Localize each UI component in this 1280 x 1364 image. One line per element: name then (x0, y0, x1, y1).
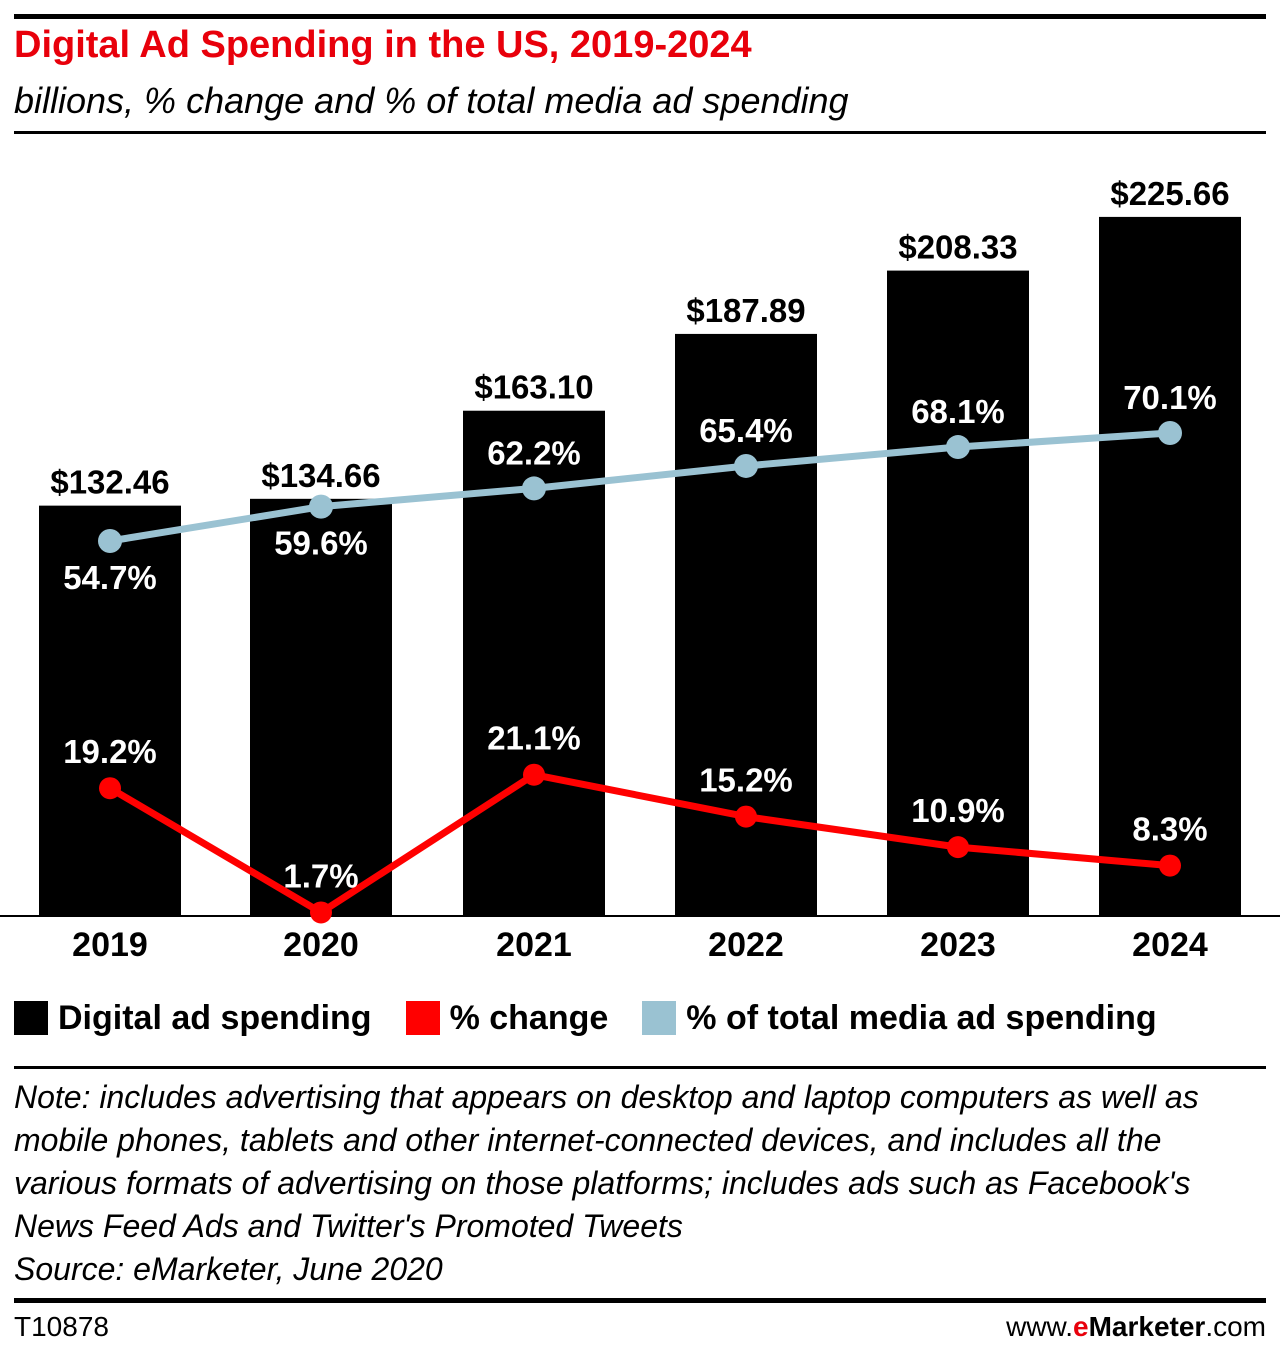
percent-change-label-2022: 15.2% (699, 762, 793, 799)
chart-title: Digital Ad Spending in the US, 2019-2024 (14, 24, 752, 66)
bars-layer (39, 216, 1241, 917)
site-prefix: www. (1006, 1311, 1073, 1342)
site-suffix: .com (1205, 1311, 1266, 1342)
x-tick-label-2022: 2022 (708, 926, 784, 964)
lines-layer (98, 420, 1182, 924)
percent-total-media-point-2020 (309, 494, 333, 519)
percent-total-media-point-2024 (1158, 420, 1182, 445)
percent-change-point-2020 (310, 901, 332, 924)
percent-change-label-2019: 19.2% (63, 733, 157, 770)
percent-change-point-2021 (523, 763, 545, 786)
site-url[interactable]: www.eMarketer.com (1006, 1311, 1266, 1343)
percent-total-media-label-2020: 59.6% (274, 525, 368, 562)
footnote: Note: includes advertising that appears … (14, 1076, 1269, 1291)
labels-layer: $132.46 $134.66 $163.10 $187.89 $208.33 $225.… (50, 175, 1229, 895)
legend-swatch-percent-total-media (642, 1001, 677, 1035)
bar-value-label-2019: $132.46 (50, 464, 169, 501)
percent-change-point-2022 (735, 805, 757, 828)
bar-value-label-2023: $208.33 (898, 229, 1017, 266)
legend-rule (14, 1066, 1266, 1069)
percent-total-media-label-2024: 70.1% (1123, 379, 1217, 416)
bar-value-label-2020: $134.66 (261, 457, 380, 494)
footer-rule (14, 1298, 1266, 1303)
bar-2019 (39, 505, 181, 916)
legend: Digital ad spending % change % of total … (14, 996, 1191, 1040)
legend-label-percent-change: % change (449, 998, 609, 1037)
bar-2020 (250, 498, 392, 916)
chart-subtitle: billions, % change and % of total media … (14, 80, 849, 121)
x-tick-label-2024: 2024 (1132, 926, 1208, 964)
legend-swatch-percent-change (405, 1001, 440, 1035)
percent-total-media-label-2023: 68.1% (911, 393, 1005, 430)
bar-value-label-2021: $163.10 (474, 369, 593, 406)
source-text: Source: eMarketer, June 2020 (14, 1251, 443, 1287)
percent-change-point-2024 (1159, 854, 1181, 877)
bar-value-label-2024: $225.66 (1110, 175, 1229, 212)
percent-total-media-label-2022: 65.4% (699, 412, 793, 449)
percent-total-media-point-2022 (734, 453, 758, 478)
top-rule (14, 14, 1266, 19)
chart-area: $132.46 $134.66 $163.10 $187.89 $208.33 $225.… (0, 175, 1280, 964)
legend-item-percent-change: % change (405, 998, 609, 1038)
note-text: Note: includes advertising that appears … (14, 1079, 1199, 1244)
bar-2023 (887, 270, 1029, 917)
percent-change-label-2024: 8.3% (1132, 811, 1207, 848)
x-tick-label-2023: 2023 (920, 926, 996, 964)
legend-swatch-digital-ad-spending (14, 1001, 48, 1035)
percent-change-line (108, 771, 1171, 916)
percent-total-media-line (109, 429, 1171, 545)
x-tick-label-2021: 2021 (496, 926, 572, 964)
percent-change-label-2023: 10.9% (911, 792, 1005, 829)
x-tick-label-2020: 2020 (283, 926, 359, 964)
percent-change-label-2020: 1.7% (283, 857, 358, 894)
percent-total-media-point-2019 (98, 529, 122, 553)
x-tick-label-2019: 2019 (72, 926, 148, 964)
percent-change-point-2023 (947, 836, 969, 859)
legend-label-digital-ad-spending: Digital ad spending (58, 998, 372, 1037)
percent-total-media-label-2019: 54.7% (63, 559, 157, 596)
chart-id: T10878 (14, 1311, 109, 1342)
bar-value-label-2022: $187.89 (686, 292, 805, 329)
site-brand-rest: Marketer (1088, 1311, 1206, 1342)
percent-total-media-point-2023 (946, 435, 970, 460)
bar-2024 (1099, 216, 1241, 916)
percent-change-point-2019 (99, 777, 121, 800)
legend-item-percent-total-media: % of total media ad spending (642, 998, 1157, 1038)
header-rule (14, 131, 1266, 134)
percent-total-media-label-2021: 62.2% (487, 434, 581, 471)
legend-label-percent-total-media: % of total media ad spending (686, 998, 1157, 1037)
x-axis-ticks: 2019 2020 2021 2022 2023 2024 (72, 926, 1208, 964)
percent-change-label-2021: 21.1% (487, 720, 581, 757)
legend-item-digital-ad-spending: Digital ad spending (14, 999, 372, 1038)
site-brand-e: e (1073, 1311, 1089, 1342)
percent-total-media-point-2021 (522, 476, 546, 501)
